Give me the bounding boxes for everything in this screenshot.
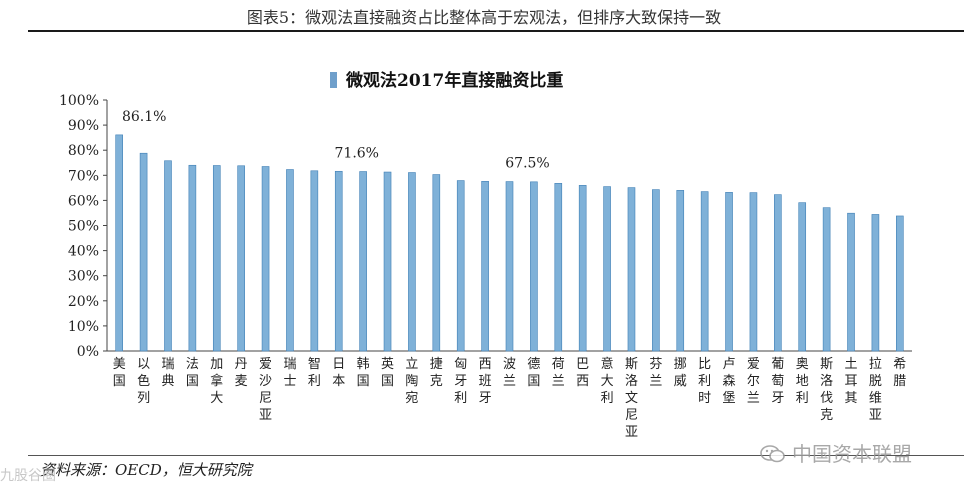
data-label: 86.1% [122,109,166,125]
y-tick-label: 10% [68,319,99,335]
x-tick-label: 瑞典 [161,357,174,389]
bar [725,192,733,352]
x-tick-label: 法国 [186,357,199,389]
bar [334,170,343,352]
y-tick-label: 100% [59,93,99,109]
top-rule [28,30,964,32]
y-tick-label: 60% [68,193,99,209]
x-tick-label: 智利 [308,357,321,389]
bar [603,186,611,352]
bar [505,181,514,352]
x-tick-label: 芬兰 [649,357,662,389]
bar [847,212,855,352]
bar [530,181,538,352]
bar [627,187,636,352]
bar [676,190,685,352]
y-tick-label: 70% [68,168,99,184]
watermark-right-text: 中国资本联盟 [792,442,912,466]
bar [749,192,758,352]
bar [383,171,392,352]
x-tick-label: 奥地利 [796,357,809,406]
x-tick-label: 爱尔兰 [747,357,760,406]
x-tick-label: 比利时 [698,357,711,406]
x-tick-label: 匈牙利 [454,357,467,406]
chart-title: 微观法2017年直接融资比重 [345,70,563,91]
bar [115,134,123,352]
x-tick-label: 加拿大 [210,357,223,406]
x-tick-label: 土耳其 [845,357,858,406]
bar [139,152,148,352]
x-tick-label: 卢森堡 [723,356,736,406]
bar [700,191,709,352]
x-tick-label: 美国 [113,357,126,389]
x-tick-label: 拉脱维亚 [869,357,882,423]
watermark-left: 九股谷圈 [0,468,56,484]
bar [578,185,587,352]
y-tick-label: 0% [77,344,99,360]
bar [408,172,416,352]
x-tick-label: 葡萄牙 [771,357,784,406]
x-tick-label: 德国 [527,357,540,389]
bar [456,180,465,352]
x-tick-label: 巴西 [576,357,589,389]
bar [188,164,197,352]
y-axis: 0% 10% 20% 30% 40% 50% 60% 70% 80% 90% 100% [59,93,912,360]
x-tick-label: 荷兰 [552,357,565,389]
x-tick-label: 韩国 [357,357,370,389]
source-note: 资料来源：OECD，恒大研究院 [40,461,252,479]
bar [896,215,904,352]
legend-swatch [330,72,337,88]
y-tick-label: 40% [68,244,99,260]
x-tick-label: 日本 [332,357,345,389]
bar [554,183,563,352]
x-tick-label: 丹麦 [235,357,248,389]
bar [432,174,441,352]
bar [212,165,221,352]
bar [164,160,172,352]
data-labels: 86.1% 71.6% 67.5% [122,109,550,172]
bar [774,194,782,352]
x-axis-labels: 美国以色列瑞典法国加拿大丹麦爱沙尼亚瑞士智利日本韩国英国立陶宛捷克匈牙利西班牙波… [113,356,907,440]
x-tick-label: 意大利 [601,356,614,406]
bars [115,134,904,352]
bar [652,189,660,352]
x-tick-label: 波兰 [503,357,516,389]
watermark-right: 中国资本联盟 [760,438,912,467]
bar [261,166,270,352]
wechat-icon [760,445,785,463]
bottom-rule [28,455,964,456]
x-tick-label: 西班牙 [479,357,492,406]
x-tick-label: 爱沙尼亚 [259,357,272,423]
y-tick-label: 50% [68,219,99,235]
x-tick-label: 立陶宛 [405,357,418,406]
bar [310,170,319,352]
bar [237,165,245,352]
bar [822,207,831,352]
bar [359,171,367,352]
data-label: 71.6% [335,145,379,161]
x-tick-label: 瑞士 [283,357,296,389]
bar [286,169,294,352]
x-tick-label: 捷克 [430,357,443,389]
x-tick-label: 斯洛文尼亚 [625,357,638,440]
y-tick-label: 20% [68,294,99,310]
y-tick-label: 90% [68,118,99,134]
x-tick-label: 英国 [381,357,394,389]
figure-title: 图表5：微观法直接融资占比整体高于宏观法，但排序大致保持一致 [246,8,722,27]
x-tick-label: 斯洛伐克 [820,357,833,423]
y-tick-label: 30% [68,269,99,285]
data-label: 67.5% [505,156,549,172]
y-tick-label: 80% [68,143,99,159]
bar [871,214,880,352]
x-tick-label: 挪威 [674,357,687,389]
bar [481,181,489,352]
bar [798,202,807,352]
x-tick-label: 希腊 [893,357,906,389]
legend: 微观法2017年直接融资比重 [330,70,563,91]
x-tick-label: 以色列 [137,357,150,406]
